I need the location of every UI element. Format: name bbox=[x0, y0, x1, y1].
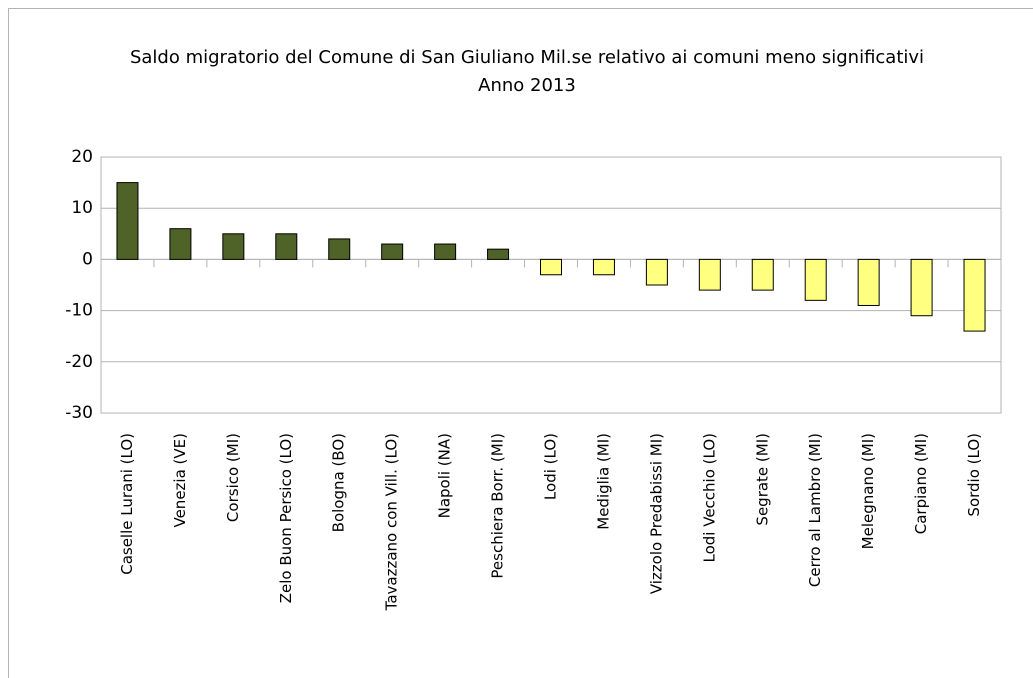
bar bbox=[487, 248, 510, 260]
x-tick-label: Tavazzano con Vill. (LO) bbox=[383, 433, 401, 611]
x-tick-label: Carpiano (MI) bbox=[912, 433, 930, 534]
bar bbox=[963, 258, 986, 332]
bar bbox=[222, 233, 245, 260]
x-tick-label: Lodi (LO) bbox=[542, 433, 560, 500]
x-tick-label: Cerro al Lambro (MI) bbox=[806, 433, 824, 587]
plot-area bbox=[100, 156, 1002, 414]
y-tick-label: 20 bbox=[71, 147, 93, 167]
x-tick-label: Bologna (BO) bbox=[330, 433, 348, 532]
x-tick-label: Sordio (LO) bbox=[965, 433, 983, 517]
x-tick-label: Venezia (VE) bbox=[171, 433, 189, 528]
bar bbox=[275, 233, 298, 260]
x-tick-label: Mediglia (MI) bbox=[594, 433, 612, 530]
chart-subtitle: Anno 2013 bbox=[478, 75, 576, 96]
x-tick-label: Zelo Buon Persico (LO) bbox=[277, 433, 295, 603]
x-tick-label: Caselle Lurani (LO) bbox=[118, 433, 136, 575]
bar bbox=[116, 182, 139, 260]
bar bbox=[645, 258, 668, 286]
bar bbox=[328, 238, 351, 260]
x-tick-label: Corsico (MI) bbox=[224, 433, 242, 522]
y-tick-label: 0 bbox=[82, 249, 93, 269]
y-tick-label: 10 bbox=[71, 198, 93, 218]
x-tick-label: Peschiera Borr. (MI) bbox=[489, 433, 507, 579]
x-tick-label: Segrate (MI) bbox=[753, 433, 771, 526]
bar bbox=[381, 243, 404, 260]
y-tick-label: -10 bbox=[65, 301, 93, 321]
x-tick-label: Lodi Vecchio (LO) bbox=[700, 433, 718, 563]
x-tick-label: Napoli (NA) bbox=[436, 433, 454, 518]
bar bbox=[540, 258, 562, 276]
bar bbox=[434, 243, 457, 260]
x-tick-label: Melegnano (MI) bbox=[859, 433, 877, 549]
x-tick-label: Vizzolo Predabissi MI) bbox=[647, 433, 665, 594]
chart-title: Saldo migratorio del Comune di San Giuli… bbox=[130, 47, 924, 68]
bar bbox=[169, 228, 192, 260]
bar bbox=[910, 258, 933, 317]
bar bbox=[592, 258, 615, 276]
y-tick-label: -30 bbox=[65, 403, 93, 423]
bar bbox=[751, 258, 774, 291]
y-tick-label: -20 bbox=[65, 352, 93, 372]
bar bbox=[698, 258, 721, 291]
bar bbox=[804, 258, 827, 301]
bar bbox=[857, 258, 880, 306]
